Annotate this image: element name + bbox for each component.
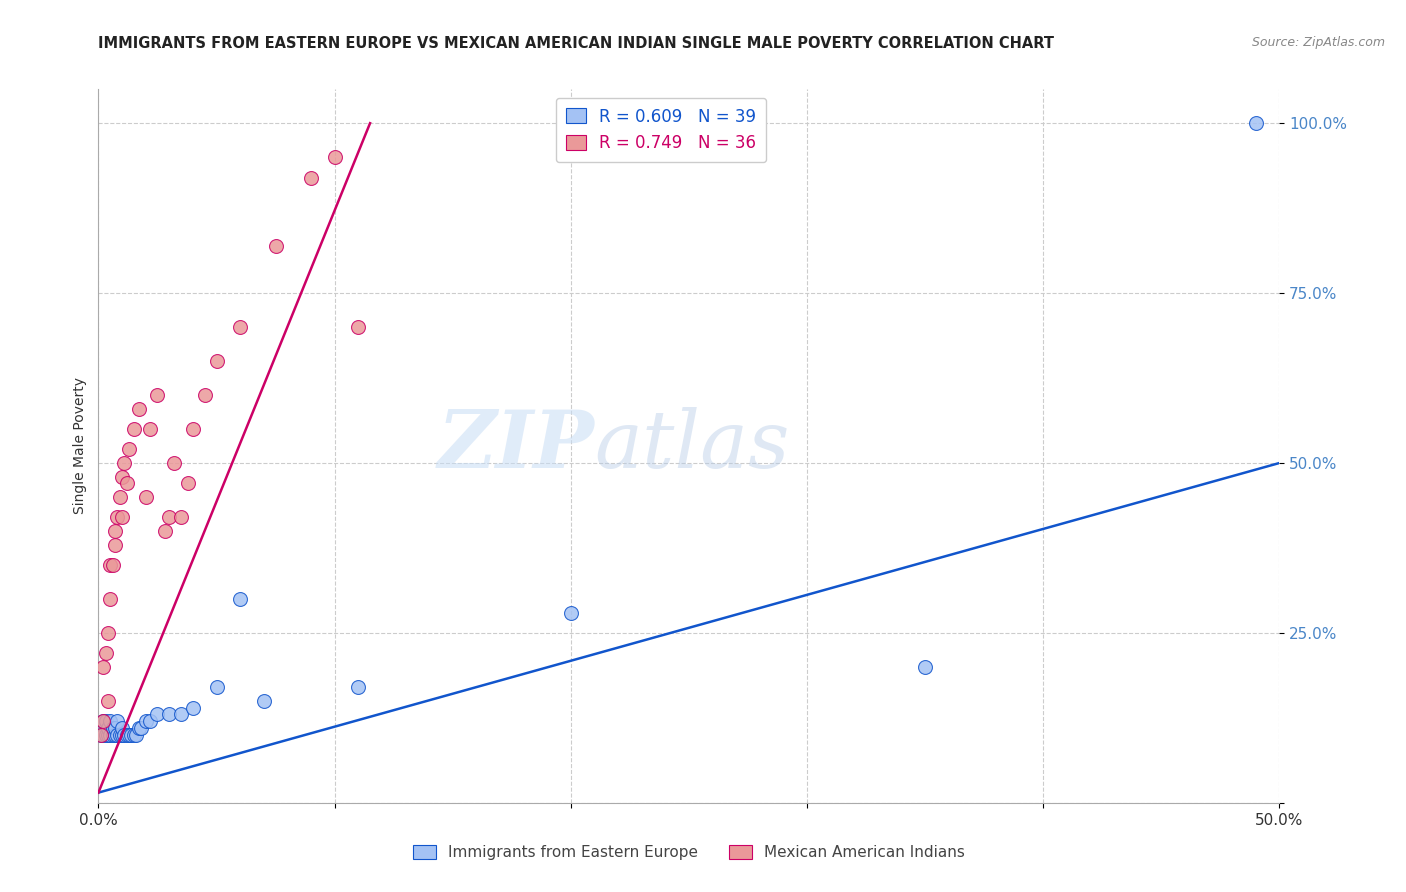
Point (181, 422, 204, 436)
Point (122, 422, 145, 436)
Point (105, 728, 128, 742)
Point (101, 558, 124, 572)
Point (205, 680, 228, 694)
Point (104, 537, 127, 551)
Point (98, 714, 121, 729)
Point (105, 510, 128, 524)
Point (299, 170, 322, 185)
Point (194, 388, 217, 402)
Point (229, 591, 252, 606)
Point (97, 721, 120, 735)
Point (135, 490, 157, 504)
Point (105, 714, 128, 729)
Point (135, 714, 157, 729)
Point (129, 721, 152, 735)
Point (111, 469, 134, 483)
Point (253, 694, 276, 708)
Point (128, 721, 150, 735)
Point (1244, 116, 1267, 130)
Point (115, 476, 138, 491)
Point (128, 401, 150, 416)
Point (157, 707, 180, 722)
Point (94, 728, 117, 742)
Point (98, 591, 121, 606)
Point (104, 721, 127, 735)
Point (146, 707, 169, 722)
Point (91, 728, 114, 742)
Point (121, 728, 143, 742)
Point (125, 728, 148, 742)
Point (91, 660, 114, 674)
Point (111, 721, 134, 735)
Point (101, 721, 124, 735)
Point (91, 714, 114, 729)
Point (101, 728, 124, 742)
Point (104, 728, 127, 742)
Point (264, 238, 287, 252)
Point (90, 728, 112, 742)
Point (205, 354, 228, 368)
Point (94, 646, 117, 660)
Point (146, 388, 169, 402)
Point (118, 442, 141, 457)
Point (98, 558, 121, 572)
Y-axis label: Single Male Poverty: Single Male Poverty (73, 377, 87, 515)
Point (98, 728, 121, 742)
Point (139, 422, 162, 436)
Point (139, 714, 162, 729)
Point (347, 320, 370, 334)
Point (111, 728, 134, 742)
Point (97, 694, 120, 708)
Point (118, 728, 141, 742)
Point (347, 680, 370, 694)
Point (108, 490, 131, 504)
Point (104, 524, 127, 538)
Point (112, 728, 135, 742)
Point (91, 714, 114, 729)
Point (157, 510, 180, 524)
Point (914, 660, 936, 674)
Point (170, 510, 193, 524)
Point (90, 728, 112, 742)
Point (97, 728, 120, 742)
Text: atlas: atlas (595, 408, 790, 484)
Point (108, 728, 131, 742)
Point (177, 476, 200, 491)
Text: Source: ZipAtlas.com: Source: ZipAtlas.com (1251, 36, 1385, 49)
Point (163, 456, 186, 470)
Point (97, 626, 120, 640)
Point (115, 728, 138, 742)
Point (122, 728, 145, 742)
Point (153, 524, 176, 538)
Point (323, 150, 346, 164)
Point (112, 456, 135, 470)
Point (229, 320, 252, 334)
Text: ZIP: ZIP (437, 408, 595, 484)
Point (94, 714, 117, 729)
Point (560, 606, 582, 620)
Point (111, 510, 134, 524)
Legend: Immigrants from Eastern Europe, Mexican American Indians: Immigrants from Eastern Europe, Mexican … (406, 839, 972, 866)
Text: IMMIGRANTS FROM EASTERN EUROPE VS MEXICAN AMERICAN INDIAN SINGLE MALE POVERTY CO: IMMIGRANTS FROM EASTERN EUROPE VS MEXICA… (98, 36, 1054, 51)
Point (170, 707, 193, 722)
Point (181, 700, 204, 714)
